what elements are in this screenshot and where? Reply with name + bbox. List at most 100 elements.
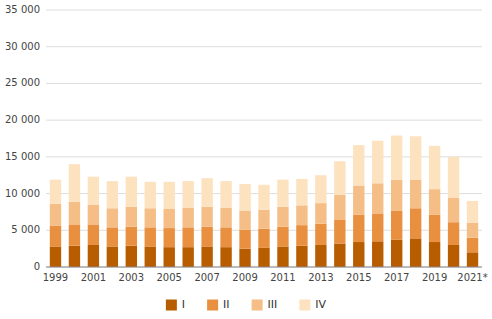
bar-segment bbox=[296, 246, 307, 267]
bar-segment bbox=[315, 245, 326, 267]
legend-item: I bbox=[166, 298, 185, 311]
bar-segment bbox=[126, 207, 137, 227]
bar-segment bbox=[88, 205, 99, 225]
bar-segment bbox=[334, 161, 345, 195]
bar-segment bbox=[50, 180, 61, 204]
bar-segment bbox=[353, 242, 364, 267]
legend-swatch bbox=[166, 300, 177, 311]
bar-segment bbox=[410, 238, 421, 267]
bar-segment bbox=[277, 227, 288, 247]
legend-label: IV bbox=[315, 298, 326, 311]
legend-item: IV bbox=[299, 298, 326, 311]
y-tick-label: 35 000 bbox=[5, 4, 40, 15]
bar-segment bbox=[296, 179, 307, 205]
x-axis: 1999200120032005200720092011201320152017… bbox=[43, 267, 488, 283]
bar-segment bbox=[126, 246, 137, 267]
bar-segment bbox=[50, 204, 61, 226]
y-tick-label: 15 000 bbox=[5, 151, 40, 162]
bar-segment bbox=[107, 181, 118, 208]
bar-segment bbox=[277, 246, 288, 267]
bar-segment bbox=[126, 227, 137, 246]
bar-segment bbox=[88, 245, 99, 267]
bar-segment bbox=[145, 227, 156, 246]
bar-segment bbox=[126, 177, 137, 207]
bar-segment bbox=[429, 146, 440, 189]
bar-segment bbox=[277, 180, 288, 207]
bar-segment bbox=[353, 185, 364, 214]
bar-segment bbox=[145, 246, 156, 267]
bar-segment bbox=[220, 227, 231, 247]
y-tick-label: 10 000 bbox=[5, 188, 40, 199]
bar-segment bbox=[429, 215, 440, 242]
bar-segment bbox=[391, 210, 402, 239]
bar-segment bbox=[467, 201, 478, 223]
bar-segment bbox=[258, 210, 269, 229]
bar-segment bbox=[372, 213, 383, 241]
x-tick-label: 2001 bbox=[81, 272, 106, 283]
bar-segment bbox=[182, 227, 193, 247]
chart: 05 00010 00015 00020 00025 00030 00035 0… bbox=[0, 0, 492, 319]
legend: IIIIIIIV bbox=[166, 298, 327, 311]
bar-segment bbox=[315, 203, 326, 224]
bar-segment bbox=[50, 226, 61, 247]
bar-segment bbox=[258, 248, 269, 267]
bar-segment bbox=[372, 183, 383, 213]
bar-segment bbox=[258, 229, 269, 248]
legend-swatch bbox=[207, 300, 218, 311]
grid-line bbox=[46, 46, 482, 47]
legend-label: III bbox=[268, 298, 278, 311]
legend-label: II bbox=[223, 298, 230, 311]
bar-segment bbox=[164, 182, 175, 209]
y-tick-label: 20 000 bbox=[5, 114, 40, 125]
bar-segment bbox=[220, 208, 231, 228]
x-tick-label: 1999 bbox=[43, 272, 68, 283]
bar-segment bbox=[448, 198, 459, 222]
grid-line bbox=[46, 120, 482, 121]
grid-line bbox=[46, 83, 482, 84]
bar-segment bbox=[107, 246, 118, 267]
bar-segment bbox=[334, 244, 345, 267]
bar-segment bbox=[239, 249, 250, 267]
grid bbox=[46, 10, 482, 267]
legend-item: III bbox=[252, 298, 278, 311]
bar-segment bbox=[201, 246, 212, 267]
bar-segment bbox=[391, 180, 402, 211]
x-tick-label: 2017 bbox=[384, 272, 409, 283]
bar-segment bbox=[69, 202, 80, 225]
bar-segment bbox=[145, 182, 156, 208]
legend-label: I bbox=[182, 298, 185, 311]
bar-segment bbox=[69, 246, 80, 267]
bar-segment bbox=[182, 208, 193, 228]
bar-segment bbox=[164, 209, 175, 228]
bar-segment bbox=[164, 247, 175, 267]
y-tick-label: 30 000 bbox=[5, 41, 40, 52]
bar-segment bbox=[353, 145, 364, 185]
bar-segment bbox=[201, 207, 212, 227]
bar-segment bbox=[448, 157, 459, 198]
bar-segment bbox=[429, 189, 440, 215]
y-tick-label: 0 bbox=[34, 261, 40, 272]
bar-segment bbox=[69, 164, 80, 201]
bar-segment bbox=[220, 181, 231, 207]
legend-item: II bbox=[207, 298, 230, 311]
bar-segment bbox=[410, 208, 421, 238]
bar-segment bbox=[353, 215, 364, 242]
grid-line bbox=[46, 10, 482, 11]
bar-segment bbox=[277, 207, 288, 227]
bar-segment bbox=[50, 246, 61, 267]
bar-segment bbox=[145, 208, 156, 227]
x-axis-line bbox=[46, 267, 482, 268]
bar-segment bbox=[391, 240, 402, 267]
bar-segment bbox=[315, 224, 326, 245]
bar-segment bbox=[448, 245, 459, 267]
legend-swatch bbox=[299, 300, 310, 311]
bar-segment bbox=[467, 223, 478, 238]
bar-segment bbox=[239, 210, 250, 229]
x-tick-label: 2015 bbox=[346, 272, 371, 283]
y-tick-label: 5 000 bbox=[11, 224, 40, 235]
bar-segment bbox=[201, 178, 212, 207]
bar-segment bbox=[182, 247, 193, 267]
bar-segment bbox=[334, 195, 345, 220]
bar-segment bbox=[334, 220, 345, 243]
bar-segment bbox=[391, 136, 402, 180]
